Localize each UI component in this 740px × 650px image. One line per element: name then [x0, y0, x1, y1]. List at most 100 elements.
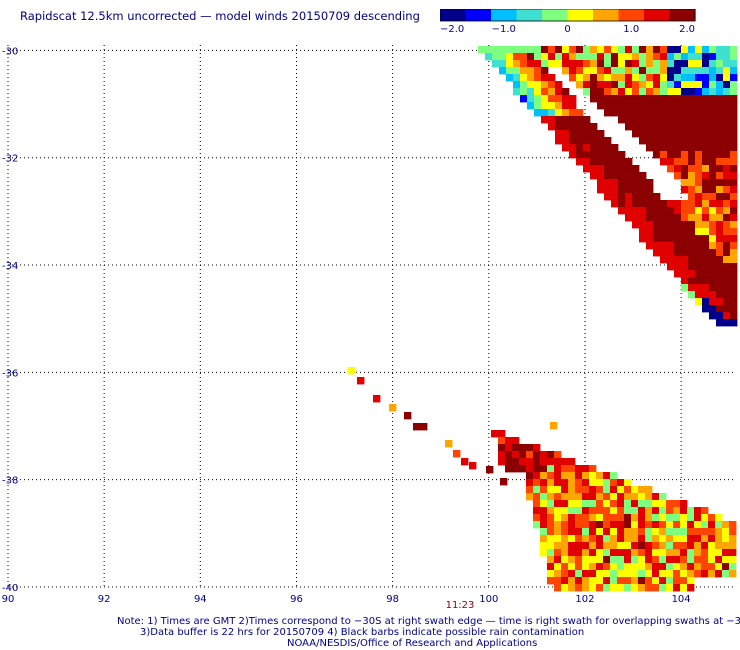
wind-cell — [709, 46, 717, 54]
wind-cell — [632, 53, 640, 61]
wind-cell — [512, 465, 520, 473]
wind-cell — [723, 60, 731, 68]
wind-cell — [562, 144, 570, 152]
wind-cell — [413, 423, 421, 431]
wind-cell — [646, 207, 654, 215]
wind-cell — [568, 535, 576, 543]
wind-cell — [625, 88, 633, 96]
wind-cell — [695, 53, 703, 61]
colorbar-segment — [491, 9, 496, 21]
wind-cell — [646, 116, 654, 124]
colorbar-segment — [648, 9, 654, 21]
wind-cell — [554, 472, 562, 480]
wind-cell — [687, 563, 695, 571]
wind-cell — [694, 563, 702, 571]
wind-cell — [701, 521, 709, 529]
wind-cell — [709, 214, 717, 222]
wind-cell — [709, 193, 717, 201]
wind-cell — [666, 556, 674, 564]
colorbar-segment — [622, 9, 628, 21]
wind-cell — [667, 263, 675, 271]
wind-cell — [660, 207, 668, 215]
wind-cell — [723, 88, 731, 96]
wind-cell — [708, 549, 716, 557]
wind-cell — [709, 95, 717, 103]
wind-cell — [730, 67, 738, 75]
wind-cell — [681, 263, 689, 271]
wind-cell — [674, 60, 682, 68]
wind-cell — [590, 46, 598, 54]
wind-cell — [555, 95, 563, 103]
wind-cell — [723, 151, 731, 159]
wind-cell — [673, 535, 681, 543]
wind-cell — [505, 458, 513, 466]
wind-cell — [660, 53, 668, 61]
wind-cell — [652, 542, 660, 550]
wind-cell — [611, 60, 619, 68]
wind-cell — [687, 528, 695, 536]
wind-cell — [716, 137, 724, 145]
wind-cell — [596, 556, 604, 564]
wind-cell — [632, 46, 640, 54]
wind-cell — [674, 123, 682, 131]
wind-cell — [500, 478, 508, 486]
wind-cell — [646, 235, 654, 243]
wind-cell — [688, 116, 696, 124]
wind-cell — [730, 298, 738, 306]
wind-cell — [534, 46, 542, 54]
wind-cell — [499, 67, 507, 75]
wind-cell — [583, 74, 591, 82]
wind-cell — [702, 221, 710, 229]
colorbar-segment — [588, 9, 594, 21]
wind-cell — [695, 88, 703, 96]
wind-cell — [547, 465, 555, 473]
wind-cell — [512, 444, 520, 452]
wind-cell — [498, 430, 506, 438]
note-line-1: Note: 1) Times are GMT 2)Times correspon… — [117, 616, 740, 627]
wind-cell — [604, 95, 612, 103]
wind-cell — [597, 102, 605, 110]
wind-cell — [702, 172, 710, 180]
wind-cell — [554, 521, 562, 529]
wind-cell — [695, 263, 703, 271]
wind-cell — [590, 151, 598, 159]
wind-cell — [639, 67, 647, 75]
wind-cell — [653, 123, 661, 131]
wind-cell — [730, 200, 738, 208]
wind-cell — [660, 81, 668, 89]
wind-cell — [723, 207, 731, 215]
wind-cell — [709, 123, 717, 131]
wind-cell — [709, 109, 717, 117]
wind-cell — [695, 67, 703, 75]
wind-cell — [702, 242, 710, 250]
wind-cell — [653, 67, 661, 75]
wind-cell — [660, 249, 668, 257]
wind-cell — [673, 570, 681, 578]
wind-cell — [575, 542, 583, 550]
wind-cell — [527, 74, 535, 82]
wind-cell — [596, 514, 604, 522]
wind-cell — [694, 521, 702, 529]
colorbar-segment — [563, 9, 569, 21]
wind-cell — [673, 500, 681, 508]
wind-cell — [723, 102, 731, 110]
wind-cell — [611, 165, 619, 173]
wind-cell — [547, 514, 555, 522]
wind-cell — [681, 235, 689, 243]
wind-cell — [730, 221, 738, 229]
wind-cell — [597, 151, 605, 159]
wind-cell — [709, 200, 717, 208]
wind-cell — [708, 542, 716, 550]
wind-cell — [673, 542, 681, 550]
wind-cell — [695, 207, 703, 215]
wind-cell — [554, 479, 562, 487]
wind-cell — [526, 493, 534, 501]
colorbar-segment — [644, 9, 649, 21]
wind-cell — [695, 144, 703, 152]
wind-cell — [625, 123, 633, 131]
wind-cell — [646, 214, 654, 222]
wind-cell — [730, 130, 738, 138]
wind-cell — [688, 193, 696, 201]
wind-cell — [575, 493, 583, 501]
wind-cell — [541, 81, 549, 89]
